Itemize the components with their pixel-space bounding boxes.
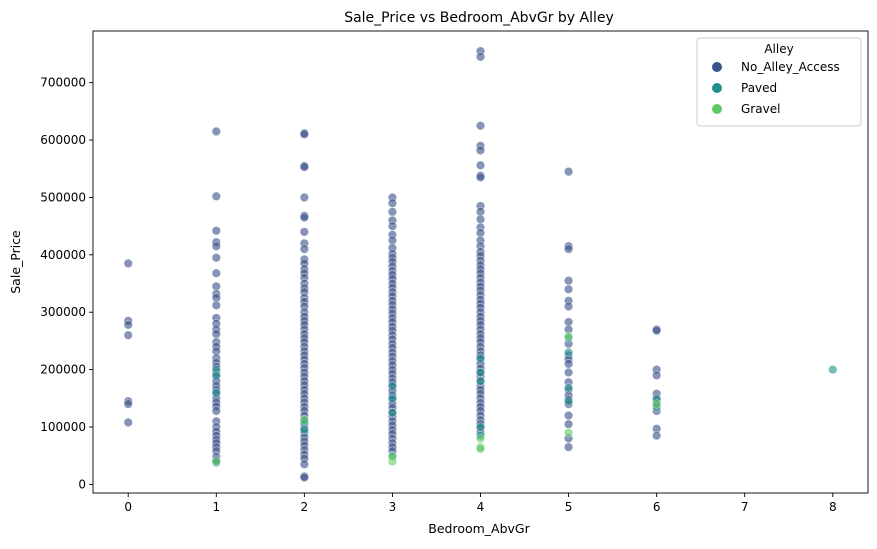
data-point-no-alley-access xyxy=(123,417,133,428)
data-point-no-alley-access xyxy=(652,370,662,380)
data-point-no-alley-access xyxy=(211,241,221,251)
x-tick-label: 3 xyxy=(389,500,397,514)
data-point-no-alley-access xyxy=(563,244,574,254)
x-tick-label: 8 xyxy=(829,500,837,514)
y-tick-label: 400000 xyxy=(40,248,86,262)
data-point-gravel xyxy=(652,399,662,409)
points-layer xyxy=(123,46,838,483)
legend-label-gravel: Gravel xyxy=(741,102,780,116)
legend-box xyxy=(696,37,862,127)
data-point-paved xyxy=(828,365,838,375)
data-point-no-alley-access xyxy=(563,410,574,421)
data-point-no-alley-access xyxy=(563,442,574,452)
data-point-no-alley-access xyxy=(563,284,574,294)
data-point-paved xyxy=(387,408,398,418)
x-tick-label: 4 xyxy=(477,500,485,514)
data-point-paved xyxy=(563,396,574,406)
data-point-no-alley-access xyxy=(652,431,662,441)
data-point-no-alley-access xyxy=(387,207,398,217)
legend-label-no-alley-access: No_Alley_Access xyxy=(741,60,840,74)
data-point-no-alley-access xyxy=(299,162,309,172)
legend-marker-no-alley-access xyxy=(712,62,722,72)
data-point-no-alley-access xyxy=(475,160,486,170)
data-point-paved xyxy=(475,376,486,386)
data-point-no-alley-access xyxy=(475,145,486,155)
data-point-no-alley-access xyxy=(211,300,221,310)
data-point-gravel xyxy=(475,444,486,454)
y-tick-label: 300000 xyxy=(40,305,86,319)
legend-marker-gravel xyxy=(712,104,722,114)
data-point-no-alley-access xyxy=(211,253,221,263)
data-point-paved xyxy=(475,422,486,432)
data-point-no-alley-access xyxy=(299,212,309,223)
data-point-no-alley-access xyxy=(299,244,309,254)
x-tick-label: 5 xyxy=(565,500,573,514)
x-tick-label: 1 xyxy=(212,500,220,514)
data-point-gravel xyxy=(563,428,574,438)
data-point-no-alley-access xyxy=(563,276,574,286)
data-point-no-alley-access xyxy=(123,330,133,340)
data-point-no-alley-access xyxy=(387,221,398,231)
data-point-no-alley-access xyxy=(123,399,133,409)
data-point-paved xyxy=(211,387,221,398)
data-point-no-alley-access xyxy=(563,367,574,378)
data-point-no-alley-access xyxy=(123,258,133,269)
y-tick-label: 700000 xyxy=(40,76,86,90)
x-tick-label: 6 xyxy=(653,500,661,514)
data-point-gravel xyxy=(211,456,221,467)
data-point-no-alley-access xyxy=(299,459,309,469)
data-point-no-alley-access xyxy=(563,167,574,177)
data-point-gravel xyxy=(387,452,398,462)
legend-label-paved: Paved xyxy=(741,81,777,95)
data-point-no-alley-access xyxy=(563,301,574,312)
legend: Alley No_Alley_Access Paved Gravel xyxy=(696,37,862,127)
data-point-no-alley-access xyxy=(475,214,486,224)
x-axis-label: Bedroom_AbvGr xyxy=(428,521,530,536)
data-point-paved xyxy=(211,370,221,380)
data-point-gravel xyxy=(563,331,574,341)
data-point-no-alley-access xyxy=(475,172,486,182)
legend-marker-paved xyxy=(712,83,722,93)
chart-title: Sale_Price vs Bedroom_AbvGr by Alley xyxy=(344,10,614,26)
legend-title: Alley xyxy=(764,42,793,56)
data-point-no-alley-access xyxy=(299,129,309,139)
data-point-no-alley-access xyxy=(563,359,574,369)
data-point-paved xyxy=(563,347,574,357)
data-point-gravel xyxy=(475,433,486,444)
data-point-no-alley-access xyxy=(387,198,398,208)
data-point-no-alley-access xyxy=(211,268,221,278)
data-point-no-alley-access xyxy=(211,406,221,416)
data-point-no-alley-access xyxy=(299,192,309,203)
data-point-no-alley-access xyxy=(211,126,221,137)
data-point-no-alley-access xyxy=(652,325,662,336)
y-tick-label: 600000 xyxy=(40,133,86,147)
data-point-paved xyxy=(299,425,309,435)
data-point-paved xyxy=(475,367,486,378)
data-point-no-alley-access xyxy=(475,52,486,62)
data-point-no-alley-access xyxy=(299,227,309,237)
y-tick-label: 0 xyxy=(78,477,86,491)
data-point-no-alley-access xyxy=(211,226,221,236)
y-tick-label: 200000 xyxy=(40,363,86,377)
y-tick-label: 500000 xyxy=(40,190,86,204)
data-point-no-alley-access xyxy=(299,472,309,483)
data-point-paved xyxy=(387,381,398,391)
data-point-paved xyxy=(475,353,486,363)
data-point-no-alley-access xyxy=(563,419,574,429)
axes-layer: 0 1 2 3 4 5 6 7 8 0 100000 200000 300000 400000 500000… xyxy=(40,30,869,514)
data-point-no-alley-access xyxy=(475,121,486,131)
x-tick-label: 0 xyxy=(124,500,132,514)
x-tick-label: 7 xyxy=(741,500,749,514)
data-point-gravel xyxy=(299,415,309,425)
data-point-no-alley-access xyxy=(123,320,133,330)
data-point-paved xyxy=(563,383,574,393)
data-point-no-alley-access xyxy=(211,191,221,201)
y-axis-label: Sale_Price xyxy=(8,230,23,294)
data-point-paved xyxy=(387,393,398,403)
x-tick-label: 2 xyxy=(301,500,309,514)
y-tick-label: 100000 xyxy=(40,420,86,434)
data-point-no-alley-access xyxy=(211,329,221,339)
